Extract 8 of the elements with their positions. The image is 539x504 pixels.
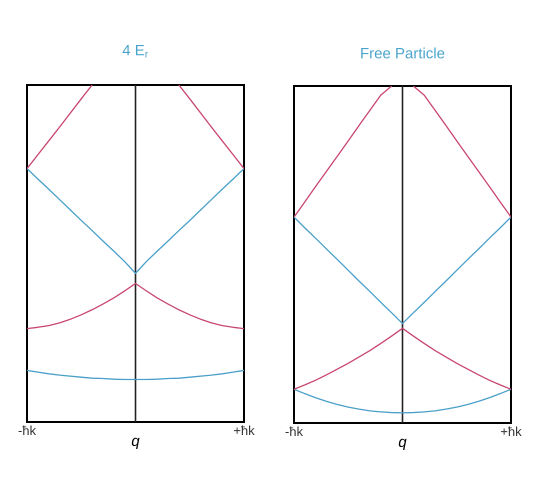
chart-title: 4 E$_{r}$ [122,44,148,58]
x-tick-label: -ħk [286,426,304,436]
x-axis-title: q [398,438,407,450]
x-axis-title: q [132,438,140,449]
x-tick-label: +ħk [500,426,522,436]
x-tick-label: +ħk [234,426,255,435]
chart-title: Free Particle [361,47,444,58]
x-tick-label: -ħk [18,426,36,435]
